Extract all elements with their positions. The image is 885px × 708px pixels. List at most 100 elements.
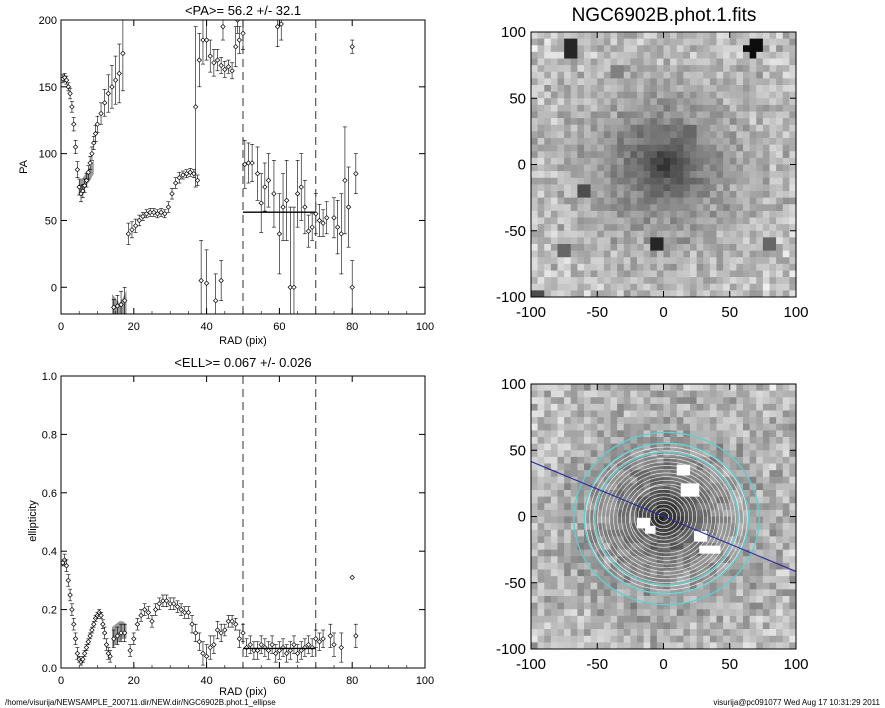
fit-ellipse	[573, 431, 760, 606]
image-top-pixel	[756, 244, 764, 251]
image-top-pixel	[584, 85, 591, 92]
image-bottom-pixel	[577, 536, 585, 544]
image-bottom-pixel	[603, 562, 611, 570]
image-bottom-pixel	[557, 463, 565, 471]
image-bottom-pixel	[696, 496, 704, 504]
image-top-pixel	[670, 237, 678, 245]
image-bottom-pixel	[557, 496, 565, 504]
image-top-pixel	[537, 151, 545, 159]
image-bottom-pixel	[663, 410, 671, 418]
ell-point	[156, 597, 162, 610]
image-top-pixel	[537, 45, 545, 53]
image-bottom-pixel	[696, 397, 704, 405]
image-top-pixel	[603, 144, 611, 152]
image-top-pixel	[663, 177, 671, 185]
image-top-pixel	[643, 277, 651, 285]
image-top-pixel	[676, 58, 684, 66]
image-top-pixel	[683, 131, 691, 139]
pa-xtick-label: 80	[346, 321, 358, 333]
image-top-pixel	[789, 32, 796, 39]
ell-marker	[85, 639, 91, 645]
image-bottom-pixel	[736, 403, 744, 411]
image-bottom-pixel	[603, 556, 611, 564]
image-top-pixel	[696, 244, 704, 251]
image-top-pixel	[597, 191, 605, 198]
image-bottom-pixel	[762, 397, 770, 405]
image-top-pixel	[617, 32, 625, 39]
image-top-pixel	[670, 164, 678, 172]
pa-marker	[309, 224, 315, 230]
image-top-pixel	[762, 85, 770, 92]
image-top-pixel	[564, 270, 572, 278]
pa-point	[349, 260, 355, 314]
image-top-pixel	[537, 164, 545, 172]
image-bottom-xtick-label: 0	[659, 656, 667, 673]
image-bottom-pixel	[656, 635, 664, 643]
image-top-pixel	[716, 164, 724, 172]
image-bottom-pixel	[557, 615, 565, 623]
image-top-pixel	[531, 111, 538, 119]
image-top-pixel	[789, 51, 796, 59]
image-bottom-pixel	[550, 463, 558, 471]
image-top-pixel	[736, 91, 744, 99]
image-top-pixel	[610, 270, 618, 278]
image-bottom-pixel	[776, 423, 784, 431]
image-top-pixel	[696, 51, 704, 59]
image-top-pixel	[716, 191, 724, 198]
image-bottom-pixel	[550, 496, 558, 504]
image-top-pixel	[703, 224, 711, 232]
image-top-pixel	[650, 51, 658, 59]
image-bottom-pixel	[656, 496, 664, 504]
image-bottom-pixel	[676, 569, 684, 577]
image-top-pixel	[729, 164, 737, 172]
image-top-pixel	[716, 224, 724, 232]
image-top-pixel	[590, 283, 598, 291]
image-bottom-pixel	[603, 456, 611, 464]
image-top-pixel	[756, 138, 764, 145]
image-bottom-pixel	[617, 470, 625, 478]
image-top-pixel	[736, 157, 744, 165]
image-top-pixel	[782, 237, 790, 245]
image-top-pixel	[782, 144, 790, 152]
ell-xtick-label: 60	[273, 675, 285, 687]
image-top-pixel	[709, 164, 717, 172]
image-bottom-pixel	[637, 622, 644, 630]
isophote-ellipse	[621, 476, 712, 561]
image-bottom-pixel	[749, 609, 757, 617]
image-bottom-pixel	[749, 569, 757, 577]
image-bottom-pixel	[663, 470, 671, 478]
image-top-pixel	[670, 104, 678, 112]
ell-point	[316, 632, 323, 651]
image-top-pixel	[709, 111, 717, 119]
image-bottom-pixel	[570, 602, 578, 610]
image-bottom-pixel	[537, 456, 545, 464]
image-top-pixel	[577, 244, 585, 251]
image-bottom-pixel	[782, 483, 790, 491]
image-bottom-pixel	[663, 576, 671, 584]
image-bottom-pixel	[550, 384, 558, 391]
image-top-pixel	[703, 138, 711, 145]
image-bottom-pixel	[690, 390, 697, 398]
isophote-ellipse	[605, 461, 728, 576]
image-bottom-pixel	[696, 609, 704, 617]
image-top-pixel	[577, 164, 585, 172]
image-top-pixel	[716, 65, 724, 73]
image-top-pixel	[789, 177, 796, 185]
image-bottom-pixel	[531, 609, 538, 617]
image-top-pixel	[762, 32, 770, 39]
image-top-pixel	[776, 283, 784, 291]
image-top-pixel	[531, 71, 538, 79]
image-top-pixel	[690, 270, 697, 278]
image-top-pixel	[736, 184, 744, 192]
image-bottom-pixel	[570, 437, 578, 444]
image-top-pixel	[683, 270, 691, 278]
image-top-pixel	[656, 45, 664, 53]
image-top-pixel	[564, 38, 572, 46]
image-top-pixel	[610, 124, 618, 132]
image-top-pixel	[756, 237, 764, 245]
image-top-pixel	[584, 204, 591, 212]
image-bottom-pixel	[716, 576, 724, 584]
image-bottom-pixel	[756, 443, 764, 451]
image-top-pixel	[531, 144, 538, 152]
image-bottom-pixel	[736, 410, 744, 418]
